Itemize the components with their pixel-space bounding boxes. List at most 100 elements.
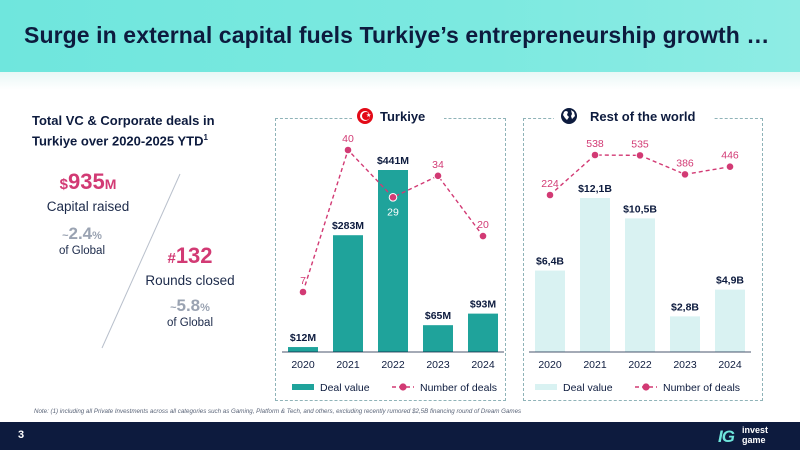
footer-bar: 3 IG invest game — [0, 422, 800, 450]
rounds-value: #132 — [142, 244, 238, 271]
deals-point-1-3 — [680, 170, 690, 179]
rounds-share-caption: of Global — [166, 317, 214, 329]
capital-unit: M — [104, 176, 117, 192]
deals-line-1 — [549, 154, 731, 196]
capital-share-sym: % — [92, 230, 102, 242]
logo-line-1: invest — [742, 425, 769, 435]
legend-bar-swatch-0 — [292, 384, 314, 390]
category-label-0-4: 2024 — [471, 359, 495, 371]
bar-0-4 — [468, 313, 498, 352]
rounds-number: 132 — [175, 243, 213, 268]
legend-line-marker-0 — [399, 383, 407, 391]
bar-0-0 — [288, 347, 318, 352]
bar-label-0-4: $93M — [470, 299, 497, 311]
world-chart-title: Rest of the world — [590, 109, 696, 124]
logo-line-2: game — [742, 434, 766, 445]
world-title-backdrop — [554, 103, 714, 131]
deals-label-0-3: 34 — [432, 159, 444, 171]
globe-icon — [561, 108, 577, 124]
category-label-1-4: 2024 — [718, 359, 742, 371]
category-label-1-1: 2021 — [583, 359, 607, 371]
bar-label-1-4: $4,9B — [716, 275, 744, 287]
capital-share-caption: of Global — [58, 245, 106, 257]
deals-point-1-0 — [545, 190, 555, 200]
deals-point-0-3 — [433, 171, 443, 181]
legend-bar-label-0: Deal value — [320, 382, 370, 394]
deals-label-0-1: 40 — [342, 133, 354, 145]
bar-label-1-3: $2,8B — [671, 301, 699, 313]
capital-stat: $935M Capital raised — [40, 170, 136, 215]
bar-label-0-1: $283M — [332, 220, 364, 232]
legend-bar-swatch-1 — [535, 384, 557, 390]
category-label-1-2: 2022 — [628, 359, 652, 371]
deals-label-0-2: 29 — [387, 206, 399, 218]
logo-mark: IG — [718, 427, 735, 446]
bar-label-0-0: $12M — [290, 332, 317, 344]
summary-title-text: Total VC & Corporate deals in Turkiye ov… — [32, 113, 215, 149]
bar-1-4 — [715, 289, 745, 352]
capital-number: 935 — [67, 169, 105, 194]
bar-label-1-0: $6,4B — [536, 256, 564, 268]
capital-caption: Capital raised — [46, 199, 130, 214]
bar-label-0-3: $65M — [425, 310, 452, 322]
category-label-0-3: 2023 — [426, 359, 450, 371]
bar-1-0 — [535, 270, 565, 352]
deals-point-1-4 — [725, 162, 735, 172]
header-shadow — [0, 72, 800, 90]
capital-share: ~2.4% of Global — [40, 224, 124, 257]
deals-point-0-4 — [478, 231, 488, 241]
rounds-caption: Rounds closed — [145, 273, 235, 288]
bar-label-1-1: $12,1B — [578, 183, 612, 195]
legend-line-label-1: Number of deals — [663, 382, 740, 394]
deals-label-1-0: 224 — [541, 178, 559, 190]
bar-1-1 — [580, 198, 610, 352]
footnote-marker: 1 — [203, 133, 208, 142]
legend-line-label-0: Number of deals — [420, 382, 497, 394]
footnote: Note: (1) including all Private Investme… — [34, 408, 522, 415]
rounds-share-number: 5.8 — [176, 296, 201, 315]
deals-point-1-2 — [635, 151, 645, 160]
deals-label-0-4: 20 — [477, 219, 489, 231]
deals-point-0-0 — [298, 287, 308, 297]
page-number: 3 — [18, 429, 25, 441]
category-label-0-0: 2020 — [291, 359, 315, 371]
category-label-0-2: 2022 — [381, 359, 405, 371]
bar-label-0-2: $441M — [377, 155, 409, 167]
legend-bar-label-1: Deal value — [563, 382, 613, 394]
divider-line — [101, 173, 181, 349]
category-label-1-3: 2023 — [673, 359, 697, 371]
legend-line-marker-1 — [642, 383, 650, 391]
capital-share-number: 2.4 — [68, 224, 93, 243]
deals-label-0-0: 7 — [300, 275, 306, 287]
deals-point-1-1 — [590, 150, 600, 160]
deals-point-0-1 — [343, 145, 353, 155]
bar-label-1-2: $10,5B — [623, 203, 657, 215]
deals-label-1-4: 446 — [721, 150, 739, 162]
deals-line-0 — [302, 148, 484, 293]
rounds-share: ~5.8% of Global — [148, 296, 232, 329]
bar-0-1 — [333, 235, 363, 352]
bar-0-3 — [423, 325, 453, 352]
rounds-share-value: ~5.8% — [148, 296, 232, 316]
title-bar: Surge in external capital fuels Turkiye’… — [0, 0, 800, 72]
rounds-stat: #132 Rounds closed — [142, 244, 238, 289]
deals-label-1-2: 535 — [631, 138, 649, 150]
category-label-0-1: 2021 — [336, 359, 360, 371]
category-label-1-0: 2020 — [538, 359, 562, 371]
rounds-share-prefix: ~ — [170, 302, 177, 314]
bar-1-3 — [670, 316, 700, 352]
page-title: Surge in external capital fuels Turkiye’… — [24, 22, 770, 48]
logo-text: invest game — [742, 425, 769, 445]
rounds-share-sym: % — [200, 302, 210, 314]
capital-share-prefix: ~ — [62, 230, 69, 242]
deals-label-1-3: 386 — [676, 157, 694, 169]
capital-value: $935M — [40, 170, 136, 197]
turkey-flag-icon: ★ — [357, 108, 373, 124]
capital-share-value: ~2.4% — [40, 224, 124, 244]
deals-point-0-2 — [388, 193, 398, 202]
deals-label-1-1: 538 — [586, 138, 604, 150]
capital-prefix: $ — [59, 176, 68, 193]
investgame-logo: IG invest game — [718, 425, 788, 447]
rounds-prefix: # — [167, 250, 176, 267]
